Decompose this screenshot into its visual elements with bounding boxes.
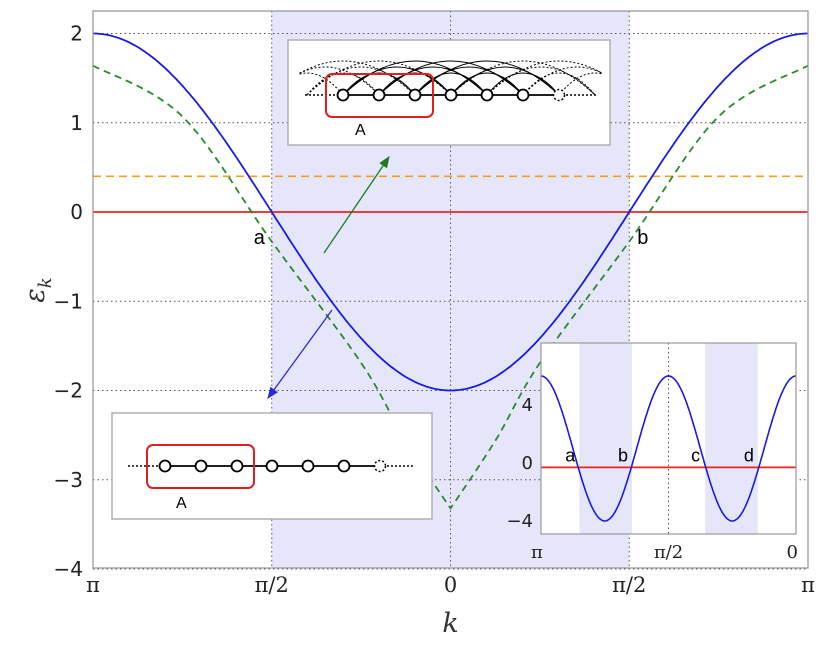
lattice-site <box>336 88 350 102</box>
inset-point-label: c <box>691 445 700 465</box>
unit-cell-box <box>146 444 255 489</box>
inset-x-tick-label: π/2 <box>654 542 683 563</box>
series-solid-blue <box>93 32 808 392</box>
y-tick-label: −2 <box>54 379 83 403</box>
x-tick-label: π <box>86 573 100 597</box>
y-axis-label: εk <box>20 277 56 302</box>
x-tick-label: π/2 <box>255 573 289 597</box>
lattice-diagram-top: A <box>287 39 611 146</box>
inset-y-tick-label: 4 <box>522 395 533 416</box>
hopping-arc <box>450 72 524 96</box>
lattice-site <box>372 88 386 102</box>
hopping-arc <box>306 72 380 96</box>
x-tick-label: π <box>801 573 815 597</box>
hopping-arc <box>342 60 488 96</box>
series-dashed-green <box>92 64 809 510</box>
x-tick-label: 0 <box>444 573 457 597</box>
hopping-arc <box>486 72 560 96</box>
lattice-site <box>444 88 458 102</box>
hopping-arc <box>450 60 596 96</box>
hopping-arc <box>486 60 602 96</box>
y-tick-label: −4 <box>54 557 83 581</box>
hopping-arc <box>378 60 524 96</box>
inset-point-label: a <box>565 445 576 465</box>
y-axis-label-main: ε <box>20 288 51 303</box>
inset-point-label: b <box>618 445 628 465</box>
plot-frame <box>92 10 809 569</box>
point-label-b: b <box>637 227 648 249</box>
lattice-site <box>337 459 351 473</box>
lattice-site <box>194 459 208 473</box>
unit-cell-label: A <box>355 122 366 139</box>
inset-frame <box>540 342 797 535</box>
hopping-arc <box>414 72 488 96</box>
inset-x-tick-label: π <box>531 542 543 563</box>
y-tick-label: 0 <box>70 200 83 224</box>
lattice-site <box>265 459 279 473</box>
unit-cell-label: A <box>176 495 187 512</box>
lattice-site <box>301 459 315 473</box>
arrow-solid-to-bottom-diagram <box>267 309 333 399</box>
lattice-site <box>230 459 244 473</box>
y-tick-label: 1 <box>70 111 83 135</box>
point-label-a: a <box>254 227 266 249</box>
inset-series-blue <box>540 375 797 522</box>
inset-y-tick-label: −4 <box>506 511 533 532</box>
x-axis-label: k <box>442 608 458 639</box>
y-axis-label-sub: k <box>35 277 56 288</box>
hopping-arc <box>298 72 344 96</box>
lattice-sites <box>336 88 566 102</box>
y-tick-label: −1 <box>54 289 83 313</box>
lattice-sites <box>158 459 387 473</box>
lattice-diagram-bottom: A <box>111 412 433 520</box>
inset-shaded-region <box>579 343 633 534</box>
hopping-arc <box>522 72 596 96</box>
inset-x-tick-label: 0 <box>787 542 798 563</box>
inset-plot: 4 0 −4 π π/2 0 a b c d <box>506 342 798 563</box>
y-tick-label: 2 <box>70 22 83 46</box>
hopping-arc <box>298 66 380 96</box>
inset-point-label: d <box>744 445 754 465</box>
hopping-arc <box>522 66 602 96</box>
unit-cell-box <box>325 73 434 118</box>
x-tick-label: π/2 <box>612 573 646 597</box>
lattice-site <box>408 88 422 102</box>
lattice-site-open <box>552 88 566 102</box>
arrow-dashed-to-top-diagram <box>323 156 390 254</box>
y-tick-label: −3 <box>54 468 83 492</box>
lattice-site <box>516 88 530 102</box>
hopping-arc <box>298 60 416 96</box>
inset-shaded-region <box>705 343 758 534</box>
lattice-site <box>158 459 172 473</box>
lattice-site <box>480 88 494 102</box>
lattice-site-open <box>373 459 387 473</box>
inset-y-tick-label: 0 <box>522 453 533 474</box>
